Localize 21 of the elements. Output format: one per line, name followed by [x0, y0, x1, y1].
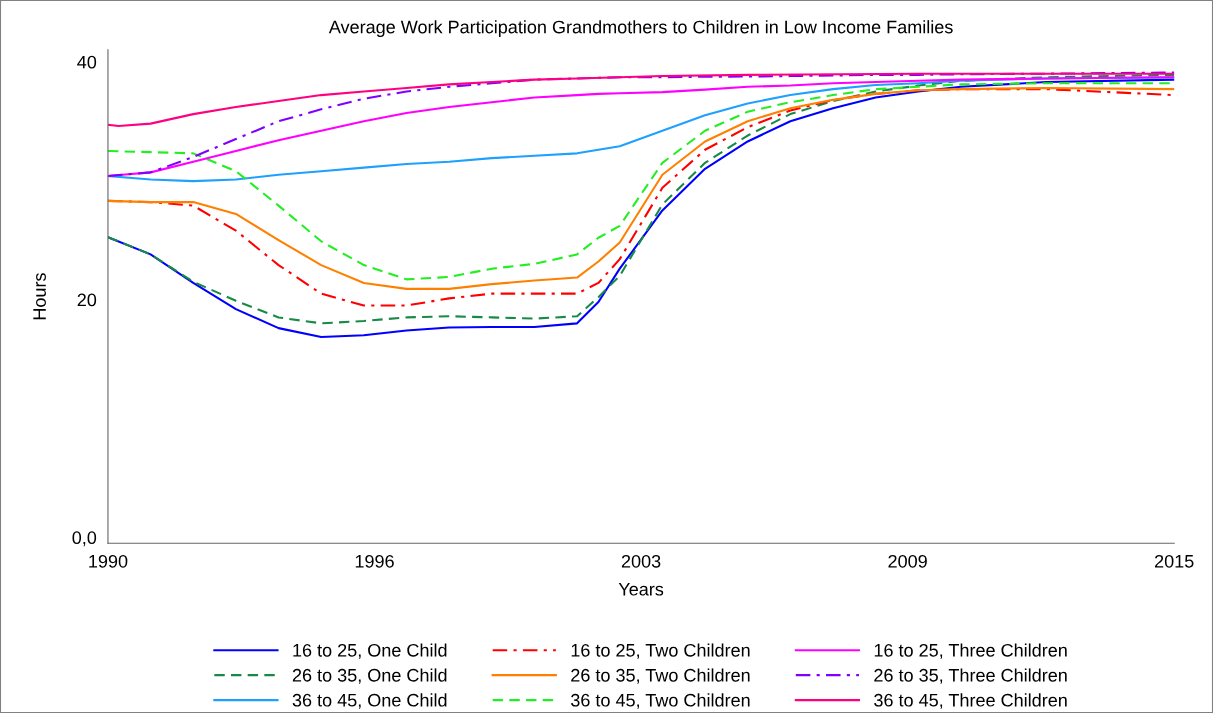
y-axis-title: Hours: [33, 273, 46, 320]
line-series: [107, 72, 1175, 128]
y-tick-label: 0,0: [72, 531, 97, 547]
x-axis-title: Years: [618, 583, 664, 596]
x-tick-label: 1990: [89, 554, 128, 568]
x-tick-label: 1996: [355, 554, 394, 568]
legend-label: 16 to 25, One Child: [293, 643, 447, 659]
legend-label: 26 to 35, Three Children: [874, 668, 1067, 684]
legend-label: 26 to 35, Two Children: [571, 668, 750, 684]
x-tick-label: 2015: [1155, 554, 1194, 568]
legend-label: 36 to 45, One Child: [292, 693, 447, 709]
legend-label: 36 to 45, Three Children: [874, 693, 1067, 709]
legend-label: 26 to 35, One Child: [292, 668, 447, 684]
legend-label: 16 to 25, Two Children: [571, 643, 750, 659]
legend-label: 16 to 25, Three Children: [874, 643, 1067, 659]
legend-label: 36 to 45, Two Children: [571, 693, 750, 709]
y-tick-label: 40: [77, 55, 97, 69]
chart-title: Average Work Participation Grandmothers to Children in Low Income Families: [328, 20, 953, 37]
x-tick-label: 2003: [621, 554, 661, 568]
y-tick-label: 20: [77, 293, 97, 307]
x-tick-label: 2009: [888, 554, 927, 568]
